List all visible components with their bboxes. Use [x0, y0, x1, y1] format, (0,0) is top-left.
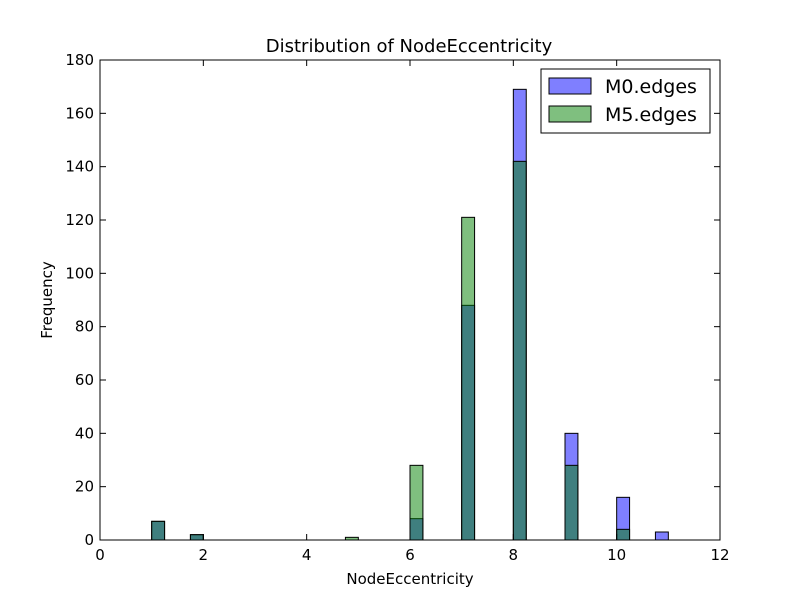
- x-tick-label: 0: [95, 546, 105, 564]
- bar-series-1-bin-6: [564, 464, 579, 541]
- legend-label-0: M0.edges: [605, 76, 697, 98]
- legend-label-1: M5.edges: [605, 104, 697, 126]
- bar-series-1-bin-5: [512, 160, 527, 541]
- bars-group: [151, 88, 669, 541]
- x-tick-label: 12: [710, 546, 729, 564]
- y-tick-label: 0: [84, 531, 94, 549]
- y-tick-label: 160: [65, 104, 94, 122]
- y-tick-label: 140: [65, 158, 94, 176]
- bar-series-1-bin-3: [409, 464, 424, 541]
- x-tick-label: 8: [509, 546, 519, 564]
- y-axis-label: Frequency: [38, 261, 56, 339]
- y-tick-label: 180: [65, 51, 94, 69]
- x-tick-label: 4: [302, 546, 312, 564]
- y-tick-label: 100: [65, 264, 94, 282]
- legend: M0.edges M5.edges: [540, 68, 711, 134]
- legend-swatch-0: [548, 77, 592, 95]
- x-axis-label: NodeEccentricity: [346, 570, 473, 588]
- bar-series-1-bin-4: [461, 216, 476, 541]
- x-tick-label: 2: [199, 546, 209, 564]
- y-tick-label: 60: [75, 371, 94, 389]
- x-tick-label: 6: [405, 546, 415, 564]
- chart-title: Distribution of NodeEccentricity: [266, 36, 553, 57]
- x-tick-label: 10: [607, 546, 626, 564]
- legend-swatch-1: [548, 105, 592, 123]
- y-tick-label: 20: [75, 478, 94, 496]
- y-tick-label: 40: [75, 424, 94, 442]
- y-tick-label: 120: [65, 211, 94, 229]
- bar-series-0-bin-7: [654, 531, 669, 541]
- bar-series-1-bin-0: [151, 520, 166, 541]
- bar-series-1-bin-7: [616, 528, 631, 541]
- y-tick-label: 80: [75, 318, 94, 336]
- bar-series-1-bin-1: [189, 534, 204, 541]
